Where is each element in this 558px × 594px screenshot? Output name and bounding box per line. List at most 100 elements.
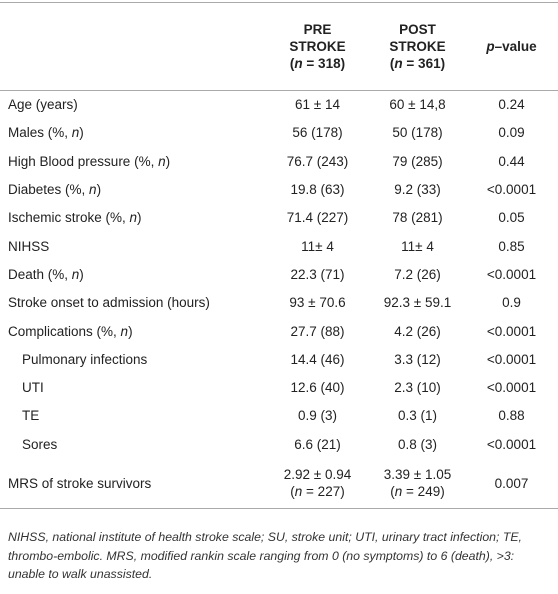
text: n (394, 56, 403, 71)
table-row: Ischemic stroke (%, n) 71.4 (227) 78 (281)… (0, 204, 558, 232)
text: TE (22, 408, 40, 424)
table-cell: 71.4 (227) (265, 204, 370, 232)
table-cell: 0.9 (465, 289, 558, 317)
table-cell: 0.9 (3) (265, 402, 370, 430)
row-label: MRS of stroke survivors (0, 458, 265, 508)
line: STROKE (370, 38, 465, 55)
line: Males (%, n) (8, 124, 265, 141)
table-cell: <0.0001 (465, 430, 558, 458)
table-cell: 19.8 (63) (265, 175, 370, 203)
table-cell: <0.0001 (465, 175, 558, 203)
text: n (71, 125, 80, 141)
text: 78 (281) (392, 210, 443, 226)
table-cell: 9.2 (33) (370, 175, 465, 203)
table-cell: 76.7 (243) (265, 147, 370, 175)
row-label: Stroke onset to admission (hours) (0, 289, 265, 317)
table-row: Pulmonary infections 14.4 (46) 3.3 (12) <0.… (0, 345, 558, 373)
text: 0.24 (498, 97, 525, 113)
table-cell: 0.3 (1) (370, 402, 465, 430)
line: (n = 318) (265, 55, 370, 72)
text: 0.3 (1) (397, 408, 438, 424)
text: <0.0001 (486, 351, 537, 367)
text: Diabetes (%, (8, 182, 90, 198)
text: STROKE (289, 39, 346, 54)
line: STROKE (265, 38, 370, 55)
text: = 361) (402, 56, 446, 71)
text: = 249) (402, 484, 445, 500)
line: (n = 249) (370, 483, 465, 500)
text: <0.0001 (486, 323, 537, 339)
table-row: Diabetes (%, n) 19.8 (63) 9.2 (33) <0.0001 (0, 175, 558, 203)
text: 79 (285) (392, 153, 443, 169)
text: 19.8 (63) (290, 182, 345, 198)
header-cell: POST STROKE (n = 361) (370, 3, 465, 91)
row-label: Complications (%, n) (0, 317, 265, 345)
table-cell: 12.6 (40) (265, 373, 370, 401)
table-row: UTI 12.6 (40) 2.3 (10) <0.0001 (0, 373, 558, 401)
text: n (120, 323, 129, 339)
text: <0.0001 (486, 380, 537, 396)
table-cell: 0.88 (465, 402, 558, 430)
text: n (294, 484, 303, 500)
text: ) (79, 125, 84, 141)
data-table: PRE STROKE (n = 318) POST STROKE (n = 361) p–v… (0, 2, 558, 509)
text: Complications (%, (8, 323, 121, 339)
line: Death (%, n) (8, 266, 265, 283)
line: High Blood pressure (%, n) (8, 153, 265, 170)
table-cell: 11± 4 (265, 232, 370, 260)
row-label: Death (%, n) (0, 260, 265, 288)
table-row: Death (%, n) 22.3 (71) 7.2 (26) <0.0001 (0, 260, 558, 288)
text: –value (494, 39, 537, 54)
row-label: Pulmonary infections (0, 345, 265, 373)
text: 71.4 (227) (286, 210, 349, 226)
text: 0.85 (498, 238, 525, 254)
text: 14.4 (46) (290, 351, 345, 367)
line: p–value (465, 38, 558, 55)
text: NIHSS (8, 238, 50, 254)
table-cell: 61 ± 14 (265, 91, 370, 119)
line: (n = 227) (265, 483, 370, 500)
text: 3.3 (12) (394, 351, 441, 367)
text: 0.007 (494, 475, 529, 491)
table-cell: <0.0001 (465, 260, 558, 288)
text: 0.05 (498, 210, 525, 226)
table-cell: 2.92 ± 0.94 (n = 227) (265, 458, 370, 508)
text: ) (128, 323, 133, 339)
text: 61 ± 14 (295, 97, 340, 113)
text: n (394, 484, 403, 500)
text: n (129, 210, 138, 226)
text: 0.09 (498, 125, 525, 141)
table-row: Sores 6.6 (21) 0.8 (3) <0.0001 (0, 430, 558, 458)
table-cell: 3.3 (12) (370, 345, 465, 373)
table-cell: 60 ± 14,8 (370, 91, 465, 119)
text: 0.9 (502, 295, 521, 311)
text: <0.0001 (486, 436, 537, 452)
table-cell: <0.0001 (465, 345, 558, 373)
row-label: NIHSS (0, 232, 265, 260)
text: <0.0001 (486, 266, 537, 282)
text: n (71, 266, 80, 282)
text: 0.44 (498, 153, 525, 169)
text: = 227) (302, 484, 345, 500)
line: 2.92 ± 0.94 (265, 466, 370, 483)
table-cell: 27.7 (88) (265, 317, 370, 345)
table-cell: 93 ± 70.6 (265, 289, 370, 317)
table-cell: 92.3 ± 59.1 (370, 289, 465, 317)
row-label: Age (years) (0, 91, 265, 119)
row-label: High Blood pressure (%, n) (0, 147, 265, 175)
table-cell: 2.3 (10) (370, 373, 465, 401)
text: 2.92 ± 0.94 (283, 467, 352, 483)
text: 27.7 (88) (290, 323, 345, 339)
table-cell: 6.6 (21) (265, 430, 370, 458)
text: 0.8 (3) (397, 436, 438, 452)
table-cell: <0.0001 (465, 317, 558, 345)
table-cell: 7.2 (26) (370, 260, 465, 288)
row-label: UTI (0, 373, 265, 401)
text: n (294, 56, 303, 71)
header-cell (0, 3, 265, 91)
table-row: TE 0.9 (3) 0.3 (1) 0.88 (0, 402, 558, 430)
line: 3.39 ± 1.05 (370, 466, 465, 483)
line: Ischemic stroke (%, n) (8, 209, 265, 226)
line: Complications (%, n) (8, 323, 265, 340)
